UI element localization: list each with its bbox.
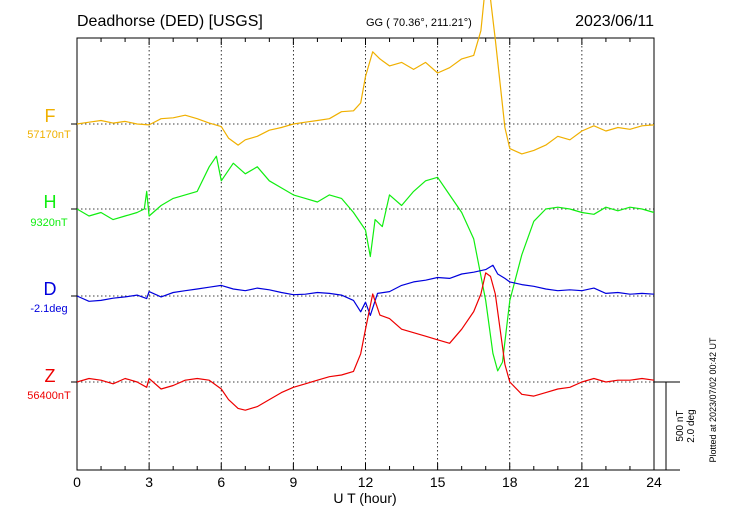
- series-name-h: H: [44, 192, 57, 212]
- x-tick-label: 21: [574, 474, 590, 490]
- x-axis-label: U T (hour): [333, 490, 396, 506]
- x-tick-label: 9: [289, 474, 297, 490]
- date-label: 2023/06/11: [575, 13, 654, 30]
- x-tick-label: 18: [502, 474, 518, 490]
- series-baseline-z: 56400nT: [27, 390, 71, 402]
- x-ticks: [76, 38, 655, 470]
- x-tick-label: 15: [430, 474, 446, 490]
- series-line-f: [76, 0, 655, 155]
- x-tick-label: 3: [145, 474, 153, 490]
- component-labels: F 57170nT H 9320nT D -2.1deg Z 56400nT: [27, 106, 71, 402]
- x-tick-label: 12: [358, 474, 374, 490]
- series-name-f: F: [45, 106, 56, 126]
- x-tick-label: 6: [217, 474, 225, 490]
- scale-nt-label: 500 nT: [675, 410, 686, 441]
- series-baseline-f: 57170nT: [27, 129, 71, 141]
- x-tick-label: 24: [646, 474, 662, 490]
- baseline-grid: [71, 123, 654, 383]
- scale-deg-label: 2.0 deg: [686, 409, 697, 442]
- series-line-z: [76, 272, 655, 411]
- series-lines: [76, 0, 655, 411]
- plotted-timestamp: Plotted at 2023/07/02 00:42 UT: [708, 337, 718, 463]
- series-baseline-h: 9320nT: [30, 217, 68, 229]
- x-tick-label: 0: [73, 474, 81, 490]
- series-line-h: [76, 155, 655, 372]
- station-title: Deadhorse (DED) [USGS]: [77, 13, 263, 30]
- vertical-grid: [148, 38, 583, 470]
- series-line-d: [76, 264, 655, 316]
- series-baseline-d: -2.1deg: [30, 303, 67, 315]
- series-name-d: D: [44, 279, 57, 299]
- x-tick-labels: 0 3 6 9 12 15 18 21 24: [73, 474, 662, 490]
- series-name-z: Z: [45, 366, 56, 386]
- coordinates-label: GG ( 70.36°, 211.21°): [366, 17, 472, 29]
- scale-bar: 500 nT 2.0 deg: [654, 381, 697, 471]
